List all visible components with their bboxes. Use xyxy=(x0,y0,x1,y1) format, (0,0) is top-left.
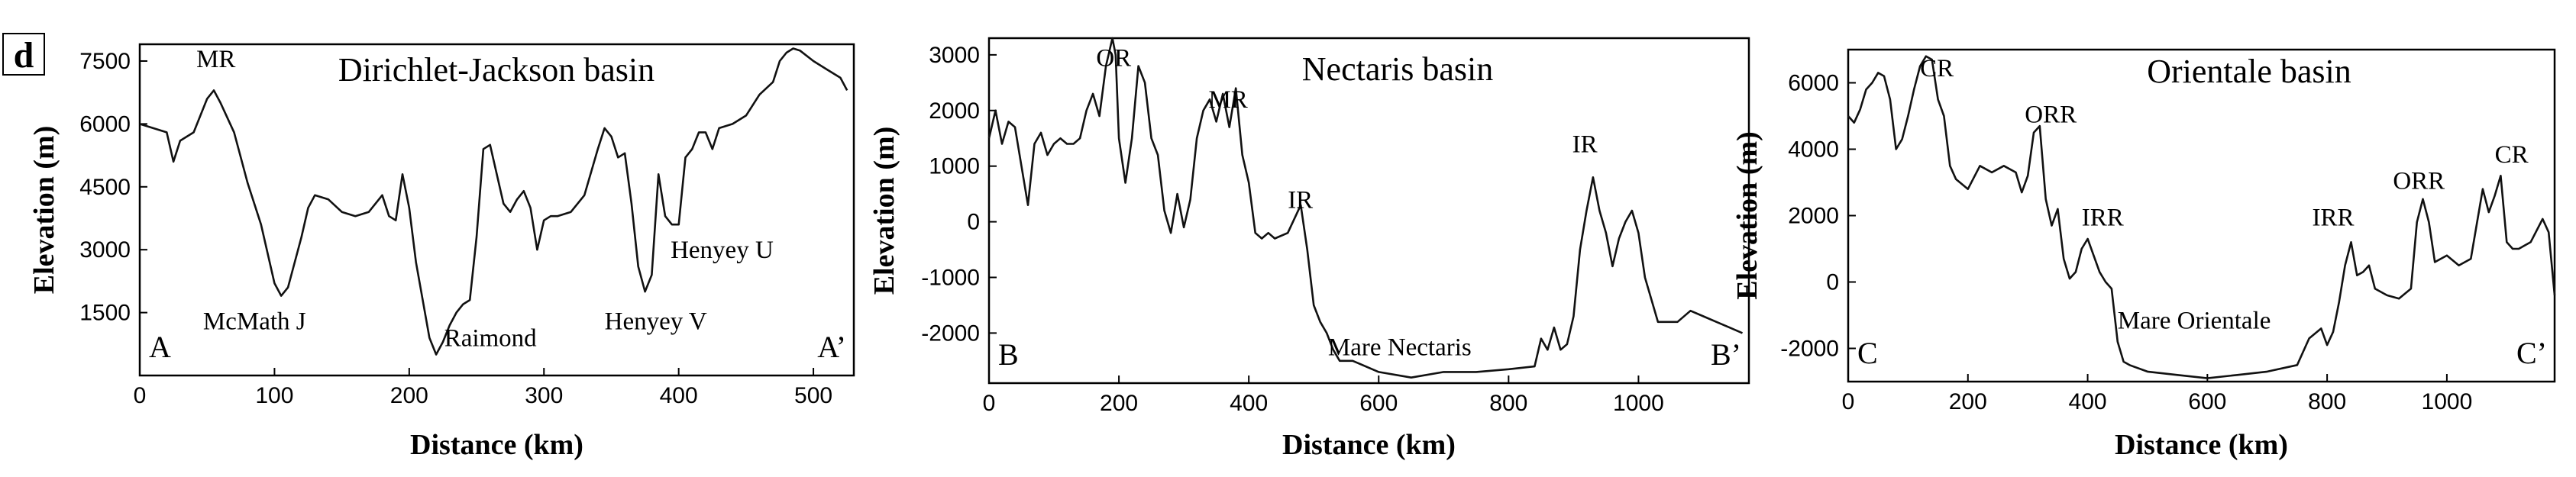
feature-annotation: IRR xyxy=(2082,205,2124,232)
elevation-profile-line xyxy=(1847,55,2556,379)
chart-title: Orientale basin xyxy=(2147,53,2351,90)
profile-start-label: A xyxy=(149,330,171,364)
x-tick-label: 0 xyxy=(1842,389,1855,414)
chart-title: Nectaris basin xyxy=(1302,50,1493,88)
x-tick-label: 400 xyxy=(660,383,698,408)
y-axis-title: Elevation (m) xyxy=(868,127,900,295)
x-tick-label: 200 xyxy=(1949,389,1987,414)
x-tick-label: 500 xyxy=(794,383,832,408)
profile-end-label: C’ xyxy=(2516,336,2547,370)
x-tick-label: 0 xyxy=(983,391,996,416)
x-tick-label: 800 xyxy=(2308,389,2346,414)
x-tick-label: 600 xyxy=(2188,389,2226,414)
x-tick-label: 600 xyxy=(1359,391,1398,416)
feature-annotation: McMath J xyxy=(203,308,306,336)
feature-annotation: IR xyxy=(1288,186,1313,214)
feature-annotation: ORR xyxy=(2393,168,2445,195)
x-tick-label: 1000 xyxy=(1613,391,1664,416)
x-tick-label: 1000 xyxy=(2422,389,2473,414)
x-tick-label: 200 xyxy=(1100,391,1138,416)
x-axis-title: Distance (km) xyxy=(410,429,583,461)
feature-annotation: Raimond xyxy=(444,325,537,353)
x-tick-label: 0 xyxy=(134,383,147,408)
y-tick-label: 2000 xyxy=(929,98,980,124)
plot-frame xyxy=(987,37,1750,385)
y-tick-label: -2000 xyxy=(921,321,980,346)
feature-annotation: MR xyxy=(196,46,235,73)
x-tick-label: 200 xyxy=(390,383,428,408)
panel-tag: d xyxy=(2,33,45,76)
y-tick-label: -1000 xyxy=(921,265,980,290)
y-tick-label: 1000 xyxy=(929,154,980,179)
elevation-profile-line xyxy=(987,37,1744,379)
x-axis-title: Distance (km) xyxy=(1282,429,1456,461)
chart-title: Dirichlet-Jackson basin xyxy=(338,51,655,89)
x-axis-title: Distance (km) xyxy=(2115,429,2288,461)
y-tick-label: 0 xyxy=(967,210,980,235)
panel-tag-box xyxy=(2,33,45,76)
feature-annotation: OR xyxy=(1096,44,1131,72)
feature-annotation: IR xyxy=(1572,131,1598,158)
y-tick-label: 0 xyxy=(1826,270,1839,295)
profile-start-label: B xyxy=(998,337,1019,372)
dirichlet-jackson-chart: 0 100 200 300 400 500 1500 3000 4500 6000 7500 Diri… xyxy=(28,43,855,461)
y-tick-label: 7500 xyxy=(79,49,131,74)
feature-annotation: MR xyxy=(1208,86,1247,114)
feature-annotation: CR xyxy=(1920,55,1954,82)
nectaris-chart: 0 200 400 600 800 1000 -2000 -1000 0 1000 2000 3000… xyxy=(868,37,1750,461)
profile-end-label: A’ xyxy=(817,330,846,364)
x-tick-label: 400 xyxy=(2069,389,2107,414)
x-tick-label: 800 xyxy=(1489,391,1527,416)
y-tick-label: -2000 xyxy=(1780,337,1839,362)
y-tick-label: 4500 xyxy=(79,175,131,200)
y-tick-label: 3000 xyxy=(929,43,980,68)
x-tick-label: 100 xyxy=(255,383,293,408)
feature-annotation: ORR xyxy=(2025,102,2077,129)
x-tick-label: 300 xyxy=(525,383,563,408)
profile-end-label: B’ xyxy=(1711,337,1741,372)
x-tick-label: 400 xyxy=(1230,391,1268,416)
elevation-profile-line xyxy=(139,47,848,356)
feature-annotation: CR xyxy=(2495,141,2529,169)
feature-annotation: Henyey V xyxy=(605,308,707,336)
y-tick-label: 6000 xyxy=(79,111,131,137)
feature-annotation: Henyey U xyxy=(671,237,774,264)
feature-annotation: IRR xyxy=(2313,205,2355,232)
profile-start-label: C xyxy=(1857,336,1878,370)
y-axis-title: Elevation (m) xyxy=(28,126,60,295)
feature-annotation: Mare Nectaris xyxy=(1328,334,1472,362)
y-tick-label: 6000 xyxy=(1788,71,1839,96)
feature-annotation: Mare Orientale xyxy=(2118,307,2271,334)
y-axis-title: Elevation (m) xyxy=(1731,131,1763,300)
plot-frame xyxy=(138,43,855,377)
y-tick-label: 2000 xyxy=(1788,204,1839,229)
y-tick-label: 3000 xyxy=(79,237,131,263)
y-tick-label: 4000 xyxy=(1788,137,1839,163)
panel-tag-label: d xyxy=(14,35,34,76)
orientale-chart: 0 200 400 600 800 1000 -2000 0 2000 4000 6000 Orien… xyxy=(1731,48,2556,461)
y-tick-label: 1500 xyxy=(79,301,131,326)
